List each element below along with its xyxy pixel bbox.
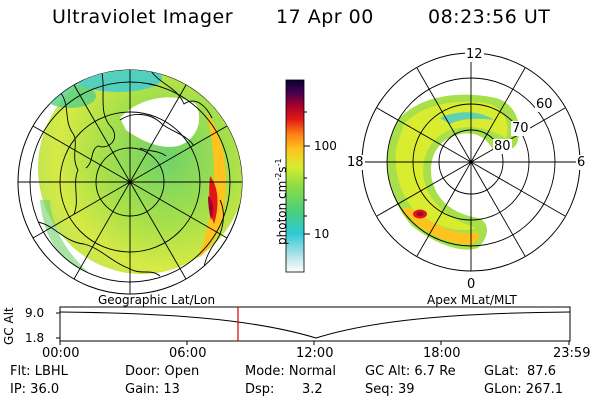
x-tick-06: 06:00: [169, 346, 207, 361]
x-tick-18: 18:00: [423, 346, 461, 361]
app-title: Ultraviolet Imager: [52, 6, 234, 28]
mlat-label-60: 60: [535, 97, 554, 112]
geographic-image: [17, 69, 243, 295]
x-tick-00: 00:00: [42, 346, 80, 361]
unit-exp-1: -2: [274, 172, 283, 181]
mlt-label-6: 6: [576, 155, 587, 170]
apex-title: Apex MLat/MLT: [427, 293, 517, 307]
colorbar-tick-10: 10: [314, 227, 330, 241]
unit-text: photon cm: [275, 180, 289, 245]
colorbar-unit-label: photon cm-2s-1: [274, 158, 289, 245]
dsp-value: 3.2: [302, 382, 323, 397]
colorbar: [285, 79, 310, 273]
ip-info: IP: 36.0: [10, 382, 60, 397]
polar-plot: [361, 52, 581, 272]
gc-alt-info: GC Alt: 6.7 Re: [365, 364, 456, 379]
mlt-label-0: 0: [467, 277, 476, 292]
unit-exp-2: -1: [274, 158, 283, 167]
y-tick-9: 9.0: [25, 306, 45, 320]
x-tick-2359: 23:59: [553, 346, 591, 361]
glat-info: GLat: 87.6: [484, 364, 556, 379]
mlat-label-70: 70: [511, 121, 530, 136]
unit-s: s: [275, 166, 289, 173]
geographic-title: Geographic Lat/Lon: [98, 293, 216, 307]
y-tick-1-8: 1.8: [25, 331, 45, 345]
filter-info: Flt: LBHL: [10, 364, 68, 379]
mlat-label-80: 80: [493, 139, 512, 154]
gc-alt-axis-label: GC Alt: [2, 307, 16, 345]
glon-info: GLon: 267.1: [484, 382, 564, 397]
colorbar-tick-100: 100: [314, 139, 337, 153]
mode-info: Mode: Normal: [245, 364, 336, 379]
gain-info: Gain: 13: [125, 382, 180, 397]
mlt-label-12: 12: [465, 47, 484, 62]
seq-info: Seq: 39: [365, 382, 415, 397]
mlt-label-18: 18: [346, 155, 365, 170]
door-info: Door: Open: [125, 364, 200, 379]
dsp-label: Dsp:: [245, 382, 275, 397]
time-label: 08:23:56 UT: [428, 6, 551, 28]
date-label: 17 Apr 00: [276, 6, 374, 28]
altitude-timeline: [56, 306, 571, 345]
x-tick-12: 12:00: [296, 346, 334, 361]
